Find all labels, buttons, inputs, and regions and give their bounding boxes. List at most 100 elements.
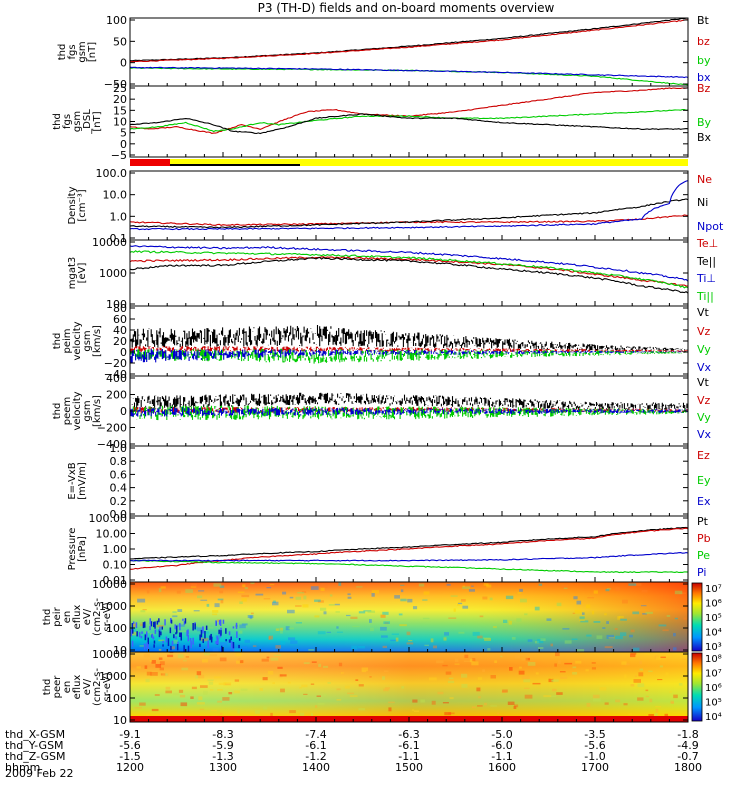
spectrogram-cell: [593, 621, 601, 623]
spectrogram-cell: [241, 598, 247, 602]
spectrogram-cell: [282, 591, 287, 595]
y-axis-label: thd: [52, 113, 63, 130]
spectrogram-cell: [200, 599, 208, 601]
spectrogram-cell: [524, 687, 530, 689]
spectrogram-cell: [591, 610, 595, 615]
spectrogram-cell: [165, 636, 168, 643]
spectrogram-cell: [177, 609, 183, 612]
spectrogram-cell: [471, 585, 474, 587]
spectrogram-cell: [203, 690, 208, 695]
spectrogram-cell: [380, 626, 387, 631]
spectrogram-cell: [444, 632, 449, 636]
spectrogram-cell: [160, 673, 166, 676]
spectrogram-cell: [273, 654, 281, 656]
spectrogram-cell: [382, 676, 386, 680]
y-tick-label: 0: [120, 138, 127, 151]
spectrogram-cell: [369, 619, 372, 623]
spectrogram-cell: [160, 586, 166, 589]
spectrogram-cell: [418, 583, 425, 587]
spectrogram-cell: [585, 669, 589, 672]
spectrogram-cell: [179, 623, 181, 631]
spectrogram-cell: [371, 593, 375, 597]
y-axis-label: peir: [52, 606, 63, 626]
spectrogram-cell: [673, 633, 676, 637]
spectrogram-cell: [341, 672, 345, 675]
spectrogram-cell: [620, 632, 627, 636]
ephemeris-value: -1.2: [305, 750, 326, 763]
spectrogram-cell: [543, 695, 552, 698]
legend-Te||: Te||: [696, 255, 716, 268]
spectrogram-cell: [351, 645, 358, 650]
spectrogram-cell: [540, 638, 546, 641]
spectrogram-cell: [200, 685, 208, 688]
spectrogram-cell: [228, 639, 230, 643]
spectrogram-cell: [336, 631, 343, 633]
spectrogram-cell: [361, 670, 367, 673]
spectrogram-cell: [259, 688, 263, 691]
spectrogram-cell: [285, 626, 290, 631]
spectrogram-cell: [308, 649, 315, 651]
spectrogram-cell: [214, 676, 222, 679]
spectrogram-cell: [674, 590, 683, 595]
ephemeris-value: 1600: [488, 761, 516, 774]
spectrogram-cell: [645, 695, 649, 698]
spectrogram-cells: [130, 582, 687, 653]
spectrogram-cell: [139, 645, 145, 647]
spectrogram-cell: [197, 627, 204, 632]
y-axis-label: thd: [57, 44, 68, 61]
spectrogram-cell: [178, 689, 184, 693]
spectrogram-cell: [606, 588, 611, 590]
spectrogram-cell: [519, 588, 523, 592]
spectrogram-cell: [400, 589, 404, 593]
series-line-Te||: [129, 256, 689, 294]
spectrogram-shade: [130, 652, 688, 722]
spectrogram-cell: [548, 678, 554, 683]
spectrogram-cell: [135, 622, 138, 628]
spectrogram-cell: [484, 702, 487, 706]
spectrogram-cell: [596, 635, 603, 639]
spectrogram-cell: [144, 665, 148, 669]
y-axis-label: E=-VxB: [67, 462, 78, 499]
legend-Ti||: Ti||: [696, 290, 714, 303]
spectrogram-cell: [219, 590, 224, 594]
spectrogram-cell: [501, 691, 507, 693]
spectrogram-cell: [289, 596, 294, 599]
spectrogram-cell: [509, 667, 513, 671]
spectrogram-cell: [263, 598, 271, 600]
spectrogram-cell: [535, 672, 539, 675]
spectrogram-cell: [299, 687, 302, 689]
spectrogram-cell: [263, 706, 268, 710]
spectrogram-cell: [572, 666, 577, 669]
spectrogram-cell: [437, 691, 444, 695]
spectrogram-cell: [674, 617, 678, 620]
spectrogram-cell: [239, 624, 246, 629]
spectrogram-cell: [564, 640, 572, 644]
spectrogram-cell: [639, 668, 643, 671]
spectrogram-cell: [391, 633, 399, 635]
spectrogram-cell: [244, 639, 250, 643]
spectrogram-cell: [361, 667, 368, 672]
panel-frame: [129, 170, 689, 241]
spectrogram-cell: [358, 611, 366, 614]
spectrogram-cell: [629, 634, 633, 638]
spectrogram-cell: [177, 641, 179, 644]
spectrogram-cell: [180, 702, 188, 707]
series-line-Ti⊥: [129, 245, 689, 282]
spectrogram-cell: [199, 634, 201, 641]
spectrogram-cell: [563, 587, 568, 589]
series-line-Bx: [129, 113, 689, 135]
y-tick-label: 400: [106, 372, 127, 385]
spectrogram-cell: [515, 655, 521, 659]
y-tick-label: 1.0: [110, 442, 128, 455]
series-line-Ne: [129, 214, 689, 227]
y-tick-label: 40: [113, 324, 127, 337]
spectrogram-cell: [167, 654, 174, 658]
spectrogram-cell: [572, 612, 576, 614]
spectrogram-cell: [383, 621, 390, 624]
spectrogram-cell: [448, 677, 454, 680]
y-tick-label: 10.00: [96, 528, 128, 541]
spectrogram-cell: [171, 640, 174, 646]
spectrogram-cell: [214, 603, 220, 608]
spectrogram-cell: [586, 702, 591, 707]
